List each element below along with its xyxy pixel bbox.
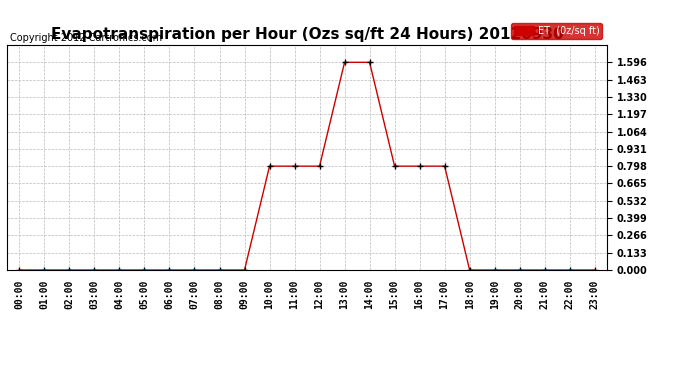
- Legend: ET  (0z/sq ft): ET (0z/sq ft): [511, 23, 602, 39]
- Title: Evapotranspiration per Hour (Ozs sq/ft 24 Hours) 20120930: Evapotranspiration per Hour (Ozs sq/ft 2…: [50, 27, 564, 42]
- Text: Copyright 2012 Cartronics.com: Copyright 2012 Cartronics.com: [10, 33, 162, 43]
